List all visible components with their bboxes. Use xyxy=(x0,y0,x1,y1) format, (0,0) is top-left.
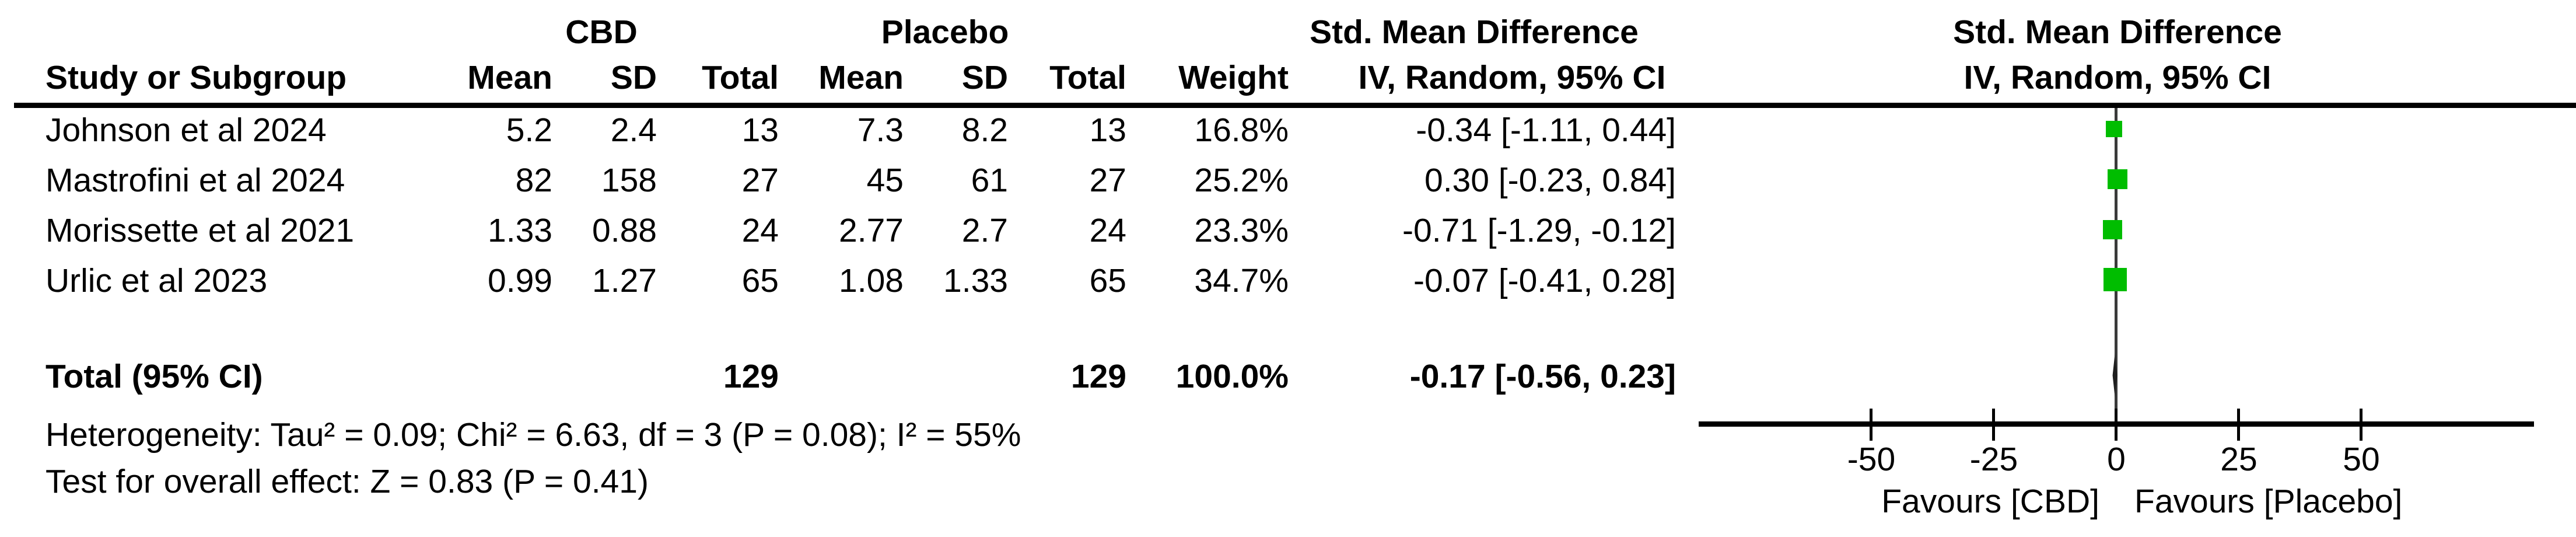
cbd-sd-value: 0.88 xyxy=(592,212,657,249)
weight-value: 34.7% xyxy=(1194,262,1289,299)
cbd-sd-value: 1.27 xyxy=(592,262,657,299)
placebo-sd-value: 61 xyxy=(971,162,1008,199)
control-group-header: Placebo xyxy=(881,13,1009,51)
x-tick-label: 25 xyxy=(2220,441,2258,478)
study-name: Morissette et al 2021 xyxy=(46,212,355,249)
cbd-sd-value: 2.4 xyxy=(610,111,657,149)
weight-header: Weight xyxy=(1178,59,1289,96)
cbd-total-value: 65 xyxy=(741,262,779,299)
x-tick-neg25 xyxy=(1992,409,1995,441)
x-tick-0 xyxy=(2115,409,2118,441)
favours-left-label: Favours [CBD] xyxy=(1881,483,2099,520)
x-tick-label: 50 xyxy=(2343,441,2380,478)
placebo-total-value: 13 xyxy=(1089,111,1126,149)
total-ci-text: -0.17 [-0.56, 0.23] xyxy=(1409,358,1676,395)
method-plot-header: IV, Random, 95% CI xyxy=(1964,59,2272,96)
total-placebo-n: 129 xyxy=(1070,358,1126,395)
zero-reference-line xyxy=(2115,108,2118,421)
effect-plot-header: Std. Mean Difference xyxy=(1953,13,2282,51)
effect-square-2 xyxy=(2103,220,2122,239)
placebo-mean-header: Mean xyxy=(818,59,904,96)
cbd-mean-value: 1.33 xyxy=(488,212,552,249)
placebo-total-value: 65 xyxy=(1089,262,1126,299)
method-column-header: IV, Random, 95% CI xyxy=(1358,59,1666,96)
cbd-mean-header: Mean xyxy=(467,59,552,96)
placebo-mean-value: 7.3 xyxy=(857,111,904,149)
effect-column-header: Std. Mean Difference xyxy=(1310,13,1639,51)
ci-text-value: -0.07 [-0.41, 0.28] xyxy=(1413,262,1676,299)
favours-right-label: Favours [Placebo] xyxy=(2134,483,2403,520)
placebo-sd-value: 2.7 xyxy=(961,212,1008,249)
cbd-sd-header: SD xyxy=(610,59,657,96)
effect-square-0 xyxy=(2106,121,2122,137)
study-name: Johnson et al 2024 xyxy=(46,111,327,149)
placebo-total-header: Total xyxy=(1049,59,1126,96)
total-cbd-n: 129 xyxy=(723,358,779,395)
ci-text-value: -0.71 [-1.29, -0.12] xyxy=(1402,212,1676,249)
effect-square-3 xyxy=(2104,268,2127,291)
study-column-header: Study or Subgroup xyxy=(46,59,347,96)
placebo-mean-value: 1.08 xyxy=(839,262,904,299)
cbd-total-value: 13 xyxy=(741,111,779,149)
cbd-mean-value: 82 xyxy=(515,162,552,199)
heterogeneity-text: Heterogeneity: Tau² = 0.09; Chi² = 6.63,… xyxy=(46,416,1021,454)
cbd-total-value: 24 xyxy=(741,212,779,249)
cbd-total-value: 27 xyxy=(741,162,779,199)
cbd-total-header: Total xyxy=(702,59,779,96)
total-weight: 100.0% xyxy=(1175,358,1289,395)
weight-value: 16.8% xyxy=(1194,111,1289,149)
x-tick-label: -25 xyxy=(1969,441,2018,478)
effect-square-1 xyxy=(2108,169,2127,189)
study-name: Urlic et al 2023 xyxy=(46,262,268,299)
total-row-label: Total (95% CI) xyxy=(46,358,263,395)
weight-value: 23.3% xyxy=(1194,212,1289,249)
x-tick-neg50 xyxy=(1870,409,1873,441)
x-tick-label: -50 xyxy=(1847,441,1896,478)
ci-text-value: -0.34 [-1.11, 0.44] xyxy=(1416,111,1676,149)
study-name: Mastrofini et al 2024 xyxy=(46,162,345,199)
cbd-mean-value: 5.2 xyxy=(506,111,552,149)
cbd-mean-value: 0.99 xyxy=(488,262,552,299)
ci-text-value: 0.30 [-0.23, 0.84] xyxy=(1424,162,1676,199)
placebo-mean-value: 45 xyxy=(866,162,904,199)
placebo-mean-value: 2.77 xyxy=(839,212,904,249)
placebo-total-value: 27 xyxy=(1089,162,1126,199)
x-tick-25 xyxy=(2237,409,2240,441)
x-tick-label: 0 xyxy=(2107,441,2126,478)
overall-effect-text: Test for overall effect: Z = 0.83 (P = 0… xyxy=(46,463,649,500)
cbd-sd-value: 158 xyxy=(601,162,657,199)
treatment-group-header: CBD xyxy=(565,13,638,51)
placebo-sd-value: 8.2 xyxy=(961,111,1008,149)
placebo-sd-value: 1.33 xyxy=(943,262,1008,299)
weight-value: 25.2% xyxy=(1194,162,1289,199)
header-underline xyxy=(14,103,2576,108)
x-tick-50 xyxy=(2360,409,2362,441)
placebo-sd-header: SD xyxy=(961,59,1008,96)
placebo-total-value: 24 xyxy=(1089,212,1126,249)
